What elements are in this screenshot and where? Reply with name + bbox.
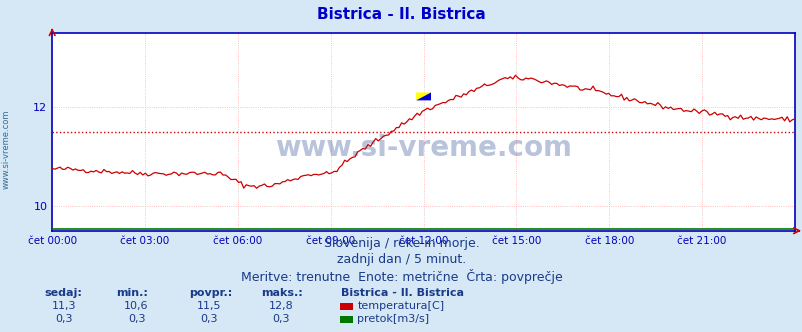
Polygon shape — [415, 93, 431, 100]
Text: 12,8: 12,8 — [269, 301, 293, 311]
Text: 0,3: 0,3 — [272, 314, 290, 324]
Text: pretok[m3/s]: pretok[m3/s] — [357, 314, 429, 324]
Text: 0,3: 0,3 — [128, 314, 145, 324]
Polygon shape — [415, 93, 431, 100]
Text: 11,3: 11,3 — [52, 301, 76, 311]
Text: sedaj:: sedaj: — [44, 288, 82, 298]
Text: Bistrica - Il. Bistrica: Bistrica - Il. Bistrica — [341, 288, 464, 298]
Text: www.si-vreme.com: www.si-vreme.com — [2, 110, 11, 189]
Text: Meritve: trenutne  Enote: metrične  Črta: povprečje: Meritve: trenutne Enote: metrične Črta: … — [241, 269, 561, 284]
Text: 0,3: 0,3 — [55, 314, 73, 324]
Text: min.:: min.: — [116, 288, 148, 298]
Text: maks.:: maks.: — [261, 288, 302, 298]
Text: www.si-vreme.com: www.si-vreme.com — [275, 134, 571, 162]
Text: povpr.:: povpr.: — [188, 288, 232, 298]
Text: 11,5: 11,5 — [196, 301, 221, 311]
Text: 10,6: 10,6 — [124, 301, 148, 311]
Text: temperatura[C]: temperatura[C] — [357, 301, 444, 311]
Text: zadnji dan / 5 minut.: zadnji dan / 5 minut. — [337, 253, 465, 266]
Text: Bistrica - Il. Bistrica: Bistrica - Il. Bistrica — [317, 7, 485, 23]
Text: Slovenija / reke in morje.: Slovenija / reke in morje. — [323, 236, 479, 250]
Text: 0,3: 0,3 — [200, 314, 217, 324]
